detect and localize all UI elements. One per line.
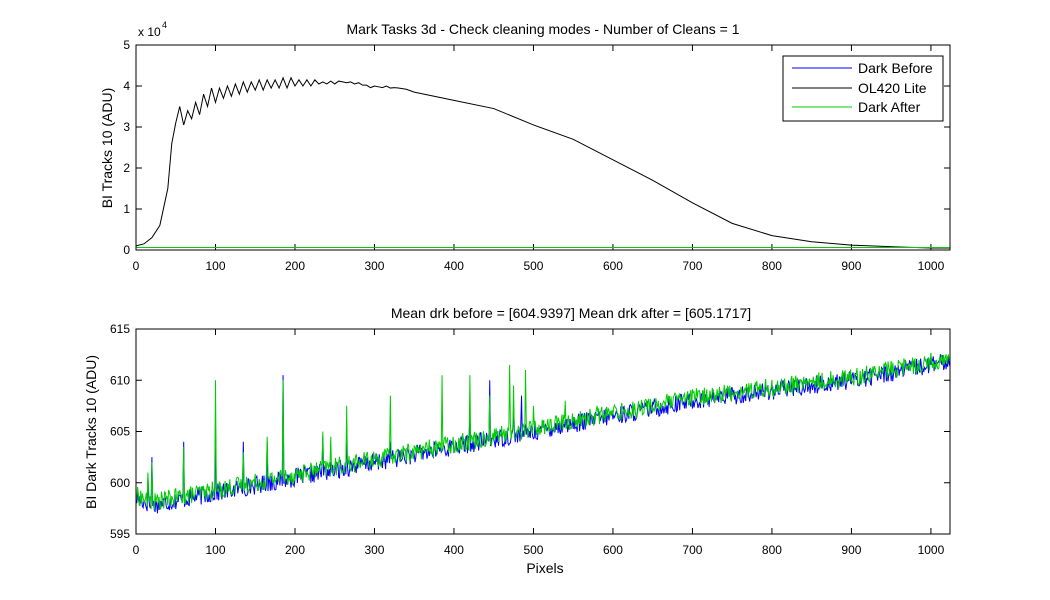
- top-ytick-label: 3: [123, 120, 130, 134]
- top-ytick-label: 5: [123, 38, 130, 52]
- top-ytick-label: 2: [123, 161, 130, 175]
- bottom-xtick-label: 100: [205, 543, 225, 557]
- top-xtick-label: 800: [762, 259, 782, 273]
- bottom-xtick-label: 300: [364, 543, 384, 557]
- top-ylabel: BI Tracks 10 (ADU): [99, 88, 115, 209]
- bottom-xtick-label: 800: [762, 543, 782, 557]
- top-xtick-label: 200: [285, 259, 305, 273]
- top-series-ol420-lite: [135, 76, 950, 249]
- top-ytick-label: 1: [123, 202, 130, 216]
- bottom-xtick-label: 1000: [918, 543, 945, 557]
- top-exponent-power: 4: [162, 20, 167, 30]
- bottom-xlabel: Pixels: [526, 560, 563, 576]
- bottom-xtick-label: 900: [841, 543, 861, 557]
- bottom-xtick-label: 600: [603, 543, 623, 557]
- bottom-ytick-label: 600: [110, 476, 130, 490]
- bottom-ylabel: BI Dark Tracks 10 (ADU): [83, 355, 99, 509]
- legend-label-dark-before: Dark Before: [858, 60, 933, 76]
- top-ytick-label: 4: [123, 79, 130, 93]
- bottom-xtick-label: 200: [285, 543, 305, 557]
- bottom-ytick-label: 605: [110, 425, 130, 439]
- top-axes-box: [135, 44, 951, 251]
- top-xtick-label: 100: [205, 259, 225, 273]
- top-xtick-label: 500: [523, 259, 543, 273]
- bottom-ytick-label: 615: [110, 322, 130, 336]
- top-title: Mark Tasks 3d - Check cleaning modes - N…: [346, 21, 739, 37]
- bottom-axes: Mean drk before = [604.9397] Mean drk af…: [83, 305, 951, 576]
- bottom-xtick-label: 400: [444, 543, 464, 557]
- bottom-xtick-label: 700: [682, 543, 702, 557]
- top-xtick-label: 0: [133, 259, 140, 273]
- bottom-xtick-label: 0: [133, 543, 140, 557]
- legend-label-ol420-lite: OL420 Lite: [858, 80, 927, 96]
- top-xtick-label: 900: [841, 259, 861, 273]
- top-axes: Mark Tasks 3d - Check cleaning modes - N…: [99, 20, 951, 273]
- bottom-xtick-label: 500: [523, 543, 543, 557]
- legend: Dark Before OL420 Lite Dark After: [782, 55, 944, 122]
- bottom-ytick-label: 595: [110, 527, 130, 541]
- bottom-series-dark-after: [136, 352, 951, 510]
- top-ytick-label: 0: [123, 243, 130, 257]
- top-xtick-label: 400: [444, 259, 464, 273]
- bottom-ytick-label: 610: [110, 373, 130, 387]
- top-exponent-base: x 10: [138, 25, 161, 39]
- bottom-axes-box: [135, 328, 951, 535]
- top-xtick-label: 300: [364, 259, 384, 273]
- top-xtick-label: 1000: [918, 259, 945, 273]
- bottom-title: Mean drk before = [604.9397] Mean drk af…: [391, 305, 751, 321]
- top-xtick-label: 600: [603, 259, 623, 273]
- legend-label-dark-after: Dark After: [858, 99, 921, 115]
- top-xtick-label: 700: [682, 259, 702, 273]
